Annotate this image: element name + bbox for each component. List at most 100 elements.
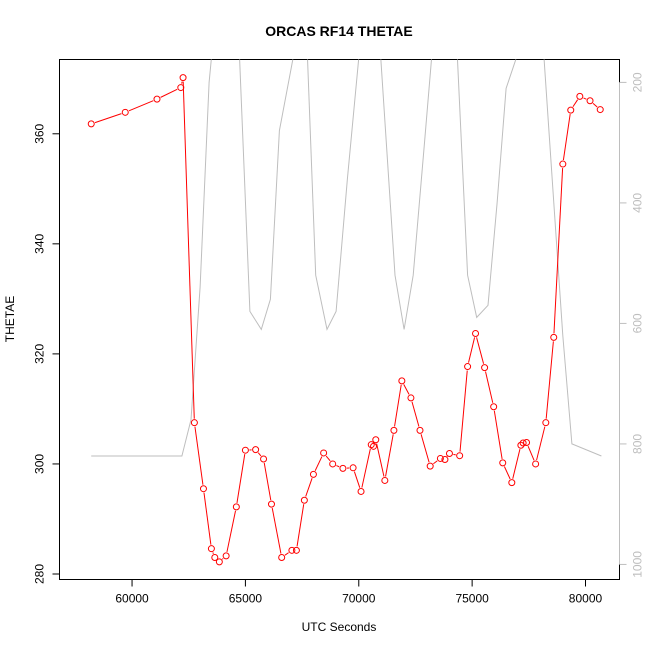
- thetae-point: [309, 470, 317, 478]
- thetae-point: [550, 333, 558, 341]
- thetae-line-segment: [468, 337, 476, 363]
- y-tick-label: 300: [33, 454, 47, 474]
- thetae-line-segment: [459, 370, 468, 452]
- y2-tick-label: 400: [631, 193, 645, 213]
- y2-axis: 200 400 600 800 1000: [619, 72, 645, 578]
- x-tick-label: 75000: [455, 592, 489, 606]
- thetae-point: [523, 438, 531, 446]
- thetae-point: [490, 403, 498, 411]
- thetae-point: [508, 479, 516, 487]
- thetae-point: [519, 439, 527, 447]
- thetae-point: [426, 462, 434, 470]
- thetae-point: [370, 442, 378, 450]
- thetae-line-segment: [572, 99, 579, 108]
- x-tick-label: 60000: [115, 592, 149, 606]
- thetae-point: [499, 459, 507, 467]
- y-tick-label: 280: [33, 564, 47, 584]
- thetae-line-segment: [314, 456, 323, 472]
- thetae-point: [207, 545, 215, 553]
- y2-tick-label: 600: [631, 313, 645, 333]
- y-tick-label: 320: [33, 344, 47, 364]
- y-axis-label: THETAE: [3, 296, 17, 342]
- thetae-line-segment: [305, 478, 313, 497]
- x-axis-label: UTC Seconds: [302, 620, 377, 634]
- thetae-line-segment: [263, 462, 272, 501]
- chart-title: ORCAS RF14 THETAE: [265, 23, 413, 39]
- thetae-line-segment: [203, 492, 212, 545]
- thetae-line-segment: [296, 504, 305, 547]
- thetae-line-segment: [194, 426, 204, 485]
- thetae-point: [372, 436, 380, 444]
- thetae-line-segment: [453, 453, 456, 456]
- thetae-line-segment: [592, 103, 598, 108]
- thetae-point: [567, 106, 575, 114]
- thetae-point: [559, 160, 567, 168]
- thetae-point: [357, 487, 365, 495]
- thetae-line-segment: [512, 449, 521, 479]
- thetae-line-segment: [353, 471, 361, 488]
- thetae-point: [542, 419, 550, 427]
- thetae-line-segment: [493, 410, 503, 459]
- thetae-line-segment: [433, 460, 438, 465]
- thetae-line-segment: [221, 558, 224, 560]
- y2-tick-label: 200: [631, 72, 645, 92]
- thetae-line-segment: [420, 434, 430, 463]
- thetae-point: [222, 552, 230, 560]
- thetae-point: [381, 476, 389, 484]
- thetae-line-segment: [236, 454, 246, 503]
- thetae-point: [288, 546, 296, 554]
- thetae-line-segment: [394, 384, 402, 427]
- thetae-line-segment: [536, 426, 546, 461]
- thetae-point: [320, 449, 328, 457]
- plot-area: [87, 59, 604, 566]
- thetae-line-segment: [336, 465, 340, 468]
- thetae-point: [586, 97, 594, 105]
- thetae-line-segment: [361, 448, 371, 488]
- thetae-point: [329, 460, 337, 468]
- thetae-line-segment: [476, 337, 485, 364]
- thetae-point: [278, 553, 286, 561]
- thetae-point: [260, 455, 268, 463]
- thetae-point: [121, 108, 129, 116]
- thetae-point: [416, 426, 424, 434]
- y-axis: 280 300 320 340 360: [33, 123, 60, 584]
- thetae-point: [153, 95, 161, 103]
- thetae-point: [398, 377, 406, 385]
- thetae-line-segment: [503, 466, 511, 480]
- thetae-line-segment: [182, 81, 195, 419]
- thetae-point: [339, 464, 347, 472]
- thetae-point: [445, 449, 453, 457]
- thetae-line-segment: [325, 455, 331, 462]
- thetae-line-segment: [212, 552, 214, 554]
- thetae-point: [190, 419, 198, 427]
- thetae-point: [252, 446, 260, 454]
- thetae-line-segment: [527, 445, 535, 461]
- x-tick-label: 70000: [342, 592, 376, 606]
- thetae-point: [441, 456, 449, 464]
- thetae-line-segment: [257, 452, 262, 457]
- thetae-line-segment: [226, 510, 237, 553]
- thetae-point: [87, 120, 95, 128]
- thetae-point: [517, 441, 525, 449]
- x-tick-label: 65000: [229, 592, 263, 606]
- thetae-line-segment: [411, 401, 420, 427]
- thetae-line-segment: [485, 371, 494, 403]
- thetae-point: [211, 553, 219, 561]
- thetae-line-segment: [128, 100, 154, 112]
- thetae-line-segment: [583, 97, 587, 100]
- thetae-point: [390, 426, 398, 434]
- thetae-point: [300, 496, 308, 504]
- thetae-point: [232, 503, 240, 511]
- thetae-point: [596, 106, 604, 114]
- y2-tick-label: 1000: [631, 551, 645, 578]
- thetae-point: [215, 558, 223, 566]
- thetae-point: [407, 394, 415, 402]
- thetae-point: [532, 460, 540, 468]
- y-tick-label: 360: [33, 123, 47, 143]
- thetae-line-segment: [545, 341, 554, 419]
- thetae-point: [267, 500, 275, 508]
- thetae-point: [576, 92, 584, 100]
- thetae-point: [472, 330, 480, 338]
- thetae-point: [179, 74, 187, 82]
